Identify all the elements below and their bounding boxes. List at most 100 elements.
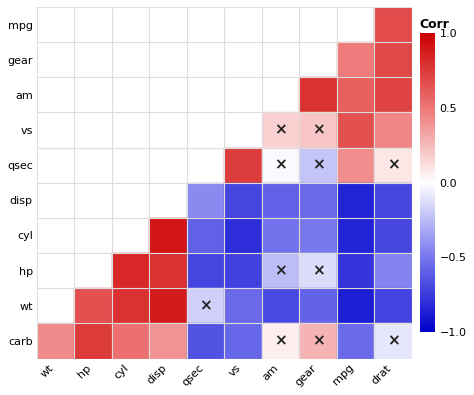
Bar <box>262 253 299 288</box>
Bar <box>299 288 337 324</box>
Bar <box>337 253 374 288</box>
Text: ×: × <box>312 122 324 137</box>
Bar <box>224 324 262 359</box>
Bar <box>337 218 374 253</box>
Bar <box>149 218 187 253</box>
Text: ×: × <box>274 333 287 348</box>
Bar <box>299 7 337 42</box>
Bar <box>224 7 262 42</box>
Bar <box>149 288 187 324</box>
Bar <box>299 113 337 148</box>
Text: ×: × <box>312 158 324 173</box>
Bar <box>262 218 299 253</box>
Bar <box>299 324 337 359</box>
Bar <box>337 42 374 77</box>
Bar <box>37 148 74 183</box>
Bar <box>262 113 299 148</box>
Bar <box>262 7 299 42</box>
Bar <box>112 7 149 42</box>
Bar <box>337 288 374 324</box>
Bar <box>337 183 374 218</box>
Bar <box>374 77 412 113</box>
Bar <box>374 148 412 183</box>
Bar <box>262 183 299 218</box>
Bar <box>262 148 299 183</box>
Bar <box>187 183 224 218</box>
Bar <box>337 288 374 324</box>
Text: Corr: Corr <box>420 18 450 31</box>
Bar <box>112 77 149 113</box>
Bar <box>299 77 337 113</box>
Bar <box>374 288 412 324</box>
Text: ×: × <box>199 298 212 313</box>
Bar <box>337 324 374 359</box>
Bar <box>149 7 187 42</box>
Bar <box>187 218 224 253</box>
Bar <box>187 42 224 77</box>
Bar <box>74 183 112 218</box>
Bar <box>224 253 262 288</box>
Bar <box>224 183 262 218</box>
Bar <box>37 324 74 359</box>
Bar <box>224 253 262 288</box>
Bar <box>187 324 224 359</box>
Bar <box>337 113 374 148</box>
Text: ×: × <box>274 122 287 137</box>
Bar <box>187 253 224 288</box>
Bar <box>299 218 337 253</box>
Bar <box>112 324 149 359</box>
Bar <box>37 7 74 42</box>
Bar <box>374 7 412 42</box>
Bar <box>74 253 112 288</box>
Bar <box>187 288 224 324</box>
Bar <box>262 148 299 183</box>
Bar <box>187 253 224 288</box>
Bar <box>262 253 299 288</box>
Bar <box>224 288 262 324</box>
Bar <box>224 42 262 77</box>
Bar <box>149 183 187 218</box>
Bar <box>299 183 337 218</box>
Bar <box>224 148 262 183</box>
Bar <box>74 288 112 324</box>
Bar <box>224 113 262 148</box>
Bar <box>374 42 412 77</box>
Bar <box>262 113 299 148</box>
Bar <box>262 218 299 253</box>
Bar <box>149 324 187 359</box>
Bar <box>374 253 412 288</box>
Bar <box>112 183 149 218</box>
Bar <box>337 148 374 183</box>
Bar <box>374 288 412 324</box>
Bar <box>37 253 74 288</box>
Bar <box>187 183 224 218</box>
Bar <box>187 7 224 42</box>
Bar <box>112 148 149 183</box>
Bar <box>224 288 262 324</box>
Bar <box>337 7 374 42</box>
Bar <box>299 148 337 183</box>
Bar <box>262 288 299 324</box>
Bar <box>149 218 187 253</box>
Bar <box>37 113 74 148</box>
Bar <box>74 148 112 183</box>
Bar <box>112 288 149 324</box>
Bar <box>262 324 299 359</box>
Bar <box>299 42 337 77</box>
Bar <box>37 218 74 253</box>
Bar <box>299 324 337 359</box>
Bar <box>262 288 299 324</box>
Bar <box>112 42 149 77</box>
Bar <box>149 148 187 183</box>
Bar <box>37 183 74 218</box>
Bar <box>112 253 149 288</box>
Bar <box>374 148 412 183</box>
Bar <box>262 183 299 218</box>
Text: ×: × <box>312 263 324 278</box>
Bar <box>149 288 187 324</box>
Bar <box>224 183 262 218</box>
Bar <box>149 324 187 359</box>
Bar <box>374 324 412 359</box>
Bar <box>224 218 262 253</box>
Bar <box>187 288 224 324</box>
